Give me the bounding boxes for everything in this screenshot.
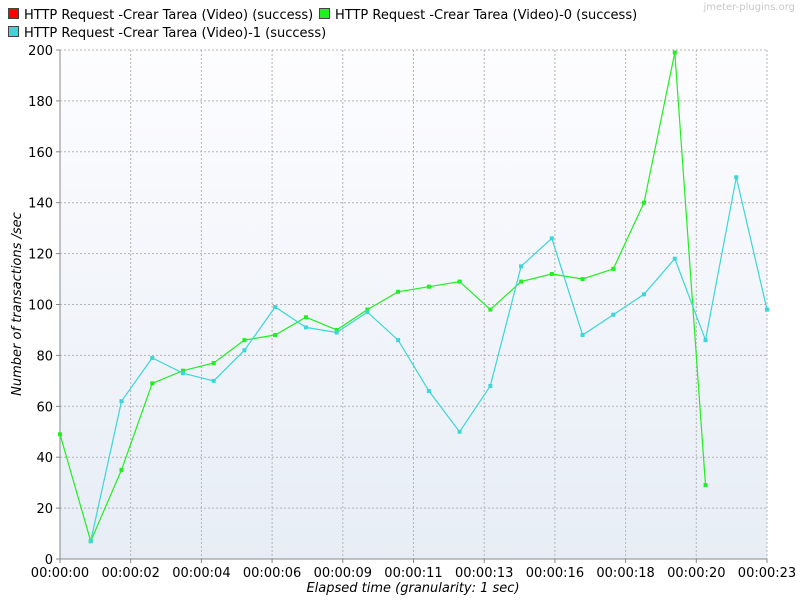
data-point: [211, 361, 216, 366]
data-point: [611, 312, 616, 317]
y-tick-labels: 0 20 40 60 80 100 120 140 160 180 200: [28, 44, 53, 568]
data-point: [580, 333, 585, 338]
data-point: [457, 279, 462, 284]
data-point: [58, 432, 62, 437]
y-axis-title: Number of transactions /sec: [10, 212, 25, 396]
data-point: [549, 271, 554, 276]
data-point: [519, 264, 524, 269]
y-tick-label: 100: [28, 299, 53, 314]
data-point: [580, 277, 585, 282]
data-point: [426, 284, 431, 289]
x-tick-label: 00:00:00: [31, 566, 89, 581]
data-point: [488, 383, 493, 388]
data-point: [426, 389, 431, 394]
data-point: [765, 307, 769, 312]
data-point: [611, 266, 616, 271]
data-point: [180, 368, 185, 373]
y-tick-label: 120: [28, 248, 53, 263]
data-point: [734, 175, 739, 180]
series-line-1: [59, 52, 707, 543]
data-point: [672, 50, 677, 55]
x-tick-label: 00:00:04: [172, 566, 230, 581]
legend-swatch: [8, 26, 19, 37]
data-point: [242, 338, 247, 343]
data-point: [180, 371, 185, 376]
data-point: [334, 327, 339, 332]
x-tick-label: 00:00:06: [243, 566, 301, 581]
y-tick-label: 140: [28, 197, 53, 212]
x-tick-label: 00:00:09: [314, 566, 372, 581]
data-point: [703, 483, 708, 488]
series-layer: [58, 50, 769, 544]
watermark: jmeter-plugins.org: [702, 2, 795, 13]
x-tick-label: 00:00:16: [526, 566, 584, 581]
data-point: [119, 399, 124, 404]
data-point: [703, 338, 708, 343]
data-point: [642, 292, 647, 297]
legend-swatch: [319, 8, 330, 19]
data-point: [150, 355, 155, 360]
data-point: [519, 279, 524, 284]
legend-entry: HTTP Request -Crear Tarea (Video) (succe…: [24, 8, 313, 23]
y-tick-label: 180: [28, 95, 53, 110]
x-tick-label: 00:00:20: [667, 566, 725, 581]
x-tick-label: 00:00:11: [384, 566, 442, 581]
x-axis-title: Elapsed time (granularity: 1 sec): [306, 581, 519, 596]
data-point: [365, 307, 370, 312]
data-point: [365, 310, 370, 315]
grid: [59, 49, 768, 560]
data-point: [273, 333, 278, 338]
y-tick-label: 60: [36, 400, 53, 415]
y-tick-label: 160: [28, 146, 53, 161]
x-tick-label: 00:00:18: [596, 566, 654, 581]
data-point: [672, 256, 677, 261]
data-point: [88, 539, 93, 544]
y-tick-label: 80: [36, 349, 53, 364]
data-point: [211, 378, 216, 383]
axes: [56, 49, 768, 563]
y-tick-label: 40: [36, 451, 53, 466]
y-tick-label: 20: [36, 502, 53, 517]
x-tick-label: 00:00:02: [102, 566, 160, 581]
data-point: [303, 325, 308, 330]
data-point: [396, 289, 401, 294]
data-point: [303, 315, 308, 320]
y-tick-label: 200: [28, 44, 53, 59]
legend-entry: HTTP Request -Crear Tarea (Video)-1 (suc…: [24, 26, 326, 41]
data-point: [488, 307, 493, 312]
y-tick-label: 0: [45, 553, 53, 568]
legend-entry: HTTP Request -Crear Tarea (Video)-0 (suc…: [335, 8, 637, 23]
data-point: [119, 467, 124, 472]
data-point: [549, 236, 554, 241]
data-point: [642, 200, 647, 205]
data-point: [242, 348, 247, 353]
data-point: [273, 305, 278, 310]
data-point: [150, 381, 155, 386]
x-tick-label: 00:00:13: [455, 566, 513, 581]
legend: HTTP Request -Crear Tarea (Video) (succe…: [8, 8, 637, 41]
data-point: [457, 429, 462, 434]
data-point: [334, 330, 339, 335]
x-tick-label: 00:00:23: [738, 566, 796, 581]
x-tick-labels: 00:00:00 00:00:02 00:00:04 00:00:06 00:00:09…: [31, 566, 796, 581]
data-point: [396, 338, 401, 343]
legend-swatch: [8, 8, 19, 19]
